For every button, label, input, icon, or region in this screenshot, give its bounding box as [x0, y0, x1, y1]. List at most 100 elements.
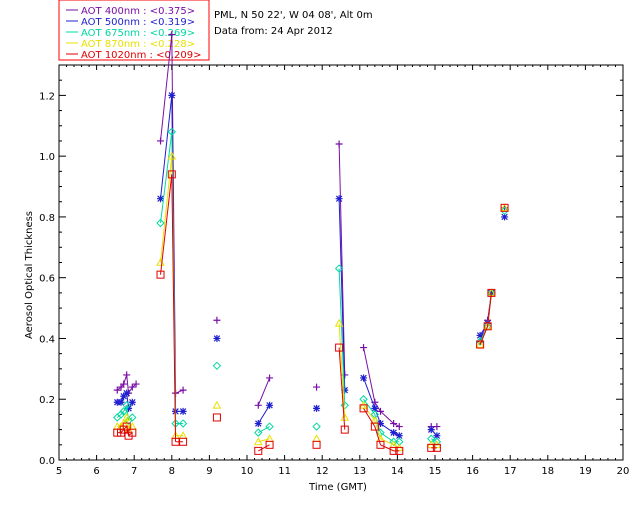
triangle-point: [500, 203, 509, 212]
series-line-segment: [128, 386, 133, 394]
x-tick-label: 11: [278, 466, 291, 477]
x-tick-label: 13: [353, 466, 366, 477]
star-point: [371, 404, 379, 412]
y-tick-label: 0.0: [39, 456, 55, 467]
series-line-segment: [338, 347, 346, 430]
square-point: [376, 440, 385, 449]
diamond-point: [340, 401, 349, 410]
plus-point: [395, 423, 403, 431]
square-point: [265, 440, 274, 449]
square-point: [312, 440, 321, 449]
y-tick-label: 0.4: [39, 334, 55, 345]
series-line-segment: [338, 268, 346, 406]
square-point: [335, 343, 344, 352]
star-point: [395, 432, 403, 440]
site-info-text: PML, N 50 22', W 04 08', Alt 0m: [214, 10, 373, 21]
x-tick-label: 16: [466, 466, 479, 477]
star-point: [266, 401, 274, 409]
square-point: [128, 428, 137, 437]
triangle-point: [167, 151, 177, 160]
series-line-segment: [338, 198, 346, 391]
triangle-point: [212, 400, 222, 409]
triangle-point: [312, 434, 321, 443]
square-point: [122, 422, 131, 431]
diamond-point: [156, 218, 165, 228]
series-line-segment: [160, 131, 173, 224]
series-line-segment: [487, 292, 492, 327]
plus-point: [123, 371, 131, 379]
x-tick-label: 10: [241, 466, 254, 477]
plus-point: [132, 380, 140, 388]
series-line-segment: [160, 95, 173, 199]
star-point: [113, 398, 121, 406]
legend-entry: AOT 870nm : <0.228>: [81, 39, 195, 50]
series-line-segment: [380, 444, 394, 452]
x-tick-label: 6: [93, 466, 99, 477]
triangle-point: [334, 318, 344, 327]
x-tick-label: 20: [617, 466, 630, 477]
star-point: [360, 374, 368, 382]
star-point: [179, 407, 187, 415]
star-point: [313, 404, 321, 412]
y-axis-title: Aerosol Optical Thickness: [24, 211, 35, 339]
series-line-segment: [338, 323, 346, 418]
series-group: [113, 170, 509, 455]
plus-point: [266, 374, 274, 382]
star-point: [341, 386, 349, 394]
star-point: [213, 334, 221, 342]
triangle-point: [122, 412, 132, 421]
y-tick-label: 1.0: [39, 152, 55, 163]
diamond-point: [119, 407, 128, 416]
star-point: [390, 429, 398, 437]
star-point: [157, 195, 165, 203]
plus-point: [335, 140, 343, 148]
star-point: [168, 91, 176, 99]
plus-point: [433, 423, 441, 431]
plus-point: [179, 386, 187, 394]
plus-point: [213, 316, 221, 324]
x-tick-label: 9: [206, 466, 212, 477]
series-line-segment: [363, 347, 376, 403]
triangle-point: [253, 437, 263, 446]
x-tick-label: 19: [579, 466, 592, 477]
star-point: [376, 420, 384, 428]
star-point: [117, 398, 125, 406]
series-line-segment: [380, 411, 394, 424]
star-point: [125, 404, 133, 412]
diamond-point: [265, 422, 274, 431]
y-tick-label: 0.6: [39, 274, 55, 285]
date-info-text: Data from: 24 Apr 2012: [214, 26, 333, 37]
series-line-segment: [257, 405, 270, 424]
series-line-segment: [363, 377, 376, 409]
square-point: [483, 322, 492, 331]
plus-point: [120, 380, 128, 388]
plus-point: [313, 383, 321, 391]
series-line-segment: [258, 444, 270, 452]
square-point: [171, 437, 180, 446]
triangle-point: [265, 434, 274, 443]
x-tick-label: 14: [391, 466, 404, 477]
star-point: [254, 420, 262, 428]
square-point: [389, 446, 398, 455]
x-tick-label: 5: [56, 466, 62, 477]
series-line-segment: [338, 143, 346, 375]
series-line-segment: [258, 426, 270, 434]
x-tick-label: 7: [131, 466, 137, 477]
series-line-segment: [374, 408, 381, 424]
diamond-point: [254, 428, 263, 437]
plus-point: [168, 31, 176, 39]
diamond-point: [475, 337, 485, 346]
series-line-segment: [257, 377, 271, 406]
square-point: [427, 443, 436, 452]
series-line-segment: [363, 398, 376, 415]
square-point: [254, 446, 263, 455]
square-point: [156, 270, 165, 279]
square-point: [167, 170, 176, 179]
square-point: [500, 203, 509, 212]
legend-entry: AOT 675nm : <0.269>: [81, 28, 195, 39]
diamond-point: [122, 401, 131, 410]
y-tick-label: 0.2: [39, 395, 55, 406]
plus-point: [128, 383, 136, 391]
star-point: [501, 213, 509, 221]
